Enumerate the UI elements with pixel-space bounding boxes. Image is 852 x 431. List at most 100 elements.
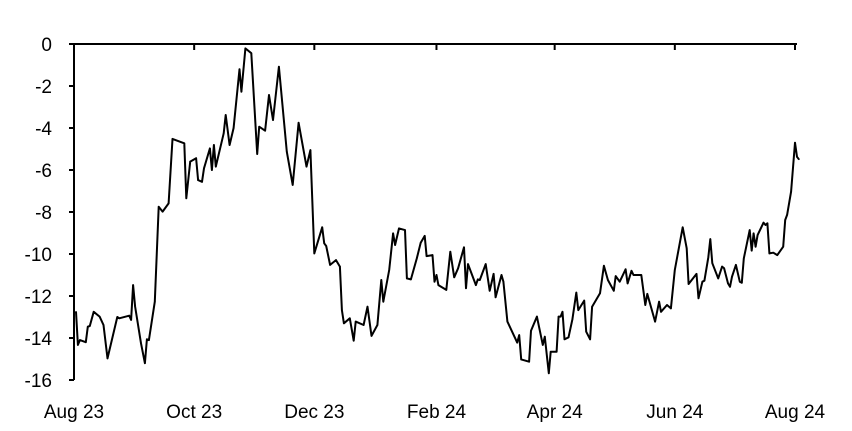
data-point [380,279,383,281]
x-tick-label: Apr 24 [527,402,583,423]
data-point [189,160,191,163]
data-point [445,289,448,291]
data-point [544,335,546,338]
data-point [750,249,753,252]
data-point [325,245,328,247]
data-point [349,317,351,320]
data-point [305,165,308,168]
data-point [394,244,396,246]
data-point [784,219,786,221]
data-point [232,127,235,129]
data-point [244,47,247,50]
data-point [423,235,426,237]
data-point [87,325,89,328]
data-point [607,279,609,281]
data-point [660,311,662,313]
data-point [161,210,164,213]
data-point [272,119,274,121]
x-tick-label: Oct 23 [166,402,222,423]
data-point [754,245,757,248]
data-point [632,274,635,276]
y-tick-label: -14 [25,329,53,350]
data-point [674,269,676,271]
data-point [410,278,412,281]
data-point [681,226,684,229]
data-point [171,138,174,140]
data-point [329,264,331,266]
data-point [618,280,621,283]
data-point [392,232,394,235]
data-point [197,179,199,181]
data-point [416,257,418,260]
data-point [666,304,668,306]
data-point [658,300,660,303]
data-point [144,362,146,365]
data-point [106,357,109,360]
data-point [134,305,136,308]
data-point [264,129,266,132]
data-point [238,68,241,70]
data-point [494,296,497,299]
data-point [583,299,585,302]
data-point [376,324,379,326]
data-point [697,297,700,300]
data-point [116,316,119,318]
data-point [467,263,469,265]
data-point [561,311,564,313]
data-point [183,142,186,145]
data-point [457,267,459,270]
data-point [776,254,779,256]
data-point [772,251,775,254]
data-point [500,274,503,276]
data-point [735,264,737,266]
x-tick-label: Dec 23 [284,402,344,423]
data-point [502,280,505,283]
data-point [624,268,627,271]
data-point [77,344,79,346]
data-point [278,65,280,68]
data-point [548,372,550,375]
data-point [370,335,373,337]
data-point [102,324,105,326]
data-point [798,158,800,161]
data-point [731,275,733,278]
data-point [479,279,481,281]
data-point [128,314,130,317]
data-point [707,256,710,259]
data-point [148,339,150,341]
data-point [341,309,343,311]
data-point [343,322,345,325]
data-point [140,342,142,345]
data-point [362,324,365,326]
data-point [555,350,558,353]
data-point [685,247,688,250]
data-point [228,144,231,146]
data-point [130,319,132,321]
data-point [339,265,341,268]
data-point [743,257,745,260]
data-point [739,280,741,283]
y-tick-label: -16 [25,371,52,392]
data-point [211,169,213,171]
data-point [721,265,723,268]
data-point [453,276,456,279]
data-point [603,265,605,267]
data-point [224,114,227,116]
x-tick-label: Aug 24 [765,402,826,423]
data-point [756,234,759,236]
data-point [723,267,725,270]
data-point [433,280,436,283]
data-point [382,300,385,303]
data-point [516,341,518,344]
data-point [687,283,690,285]
y-tick-label: -6 [35,161,52,182]
data-point [571,318,574,321]
data-point [646,293,649,295]
data-point [518,334,520,336]
data-point [425,255,428,257]
data-point [589,338,591,341]
data-point [766,222,769,225]
data-point [727,282,729,285]
data-point [585,330,587,333]
